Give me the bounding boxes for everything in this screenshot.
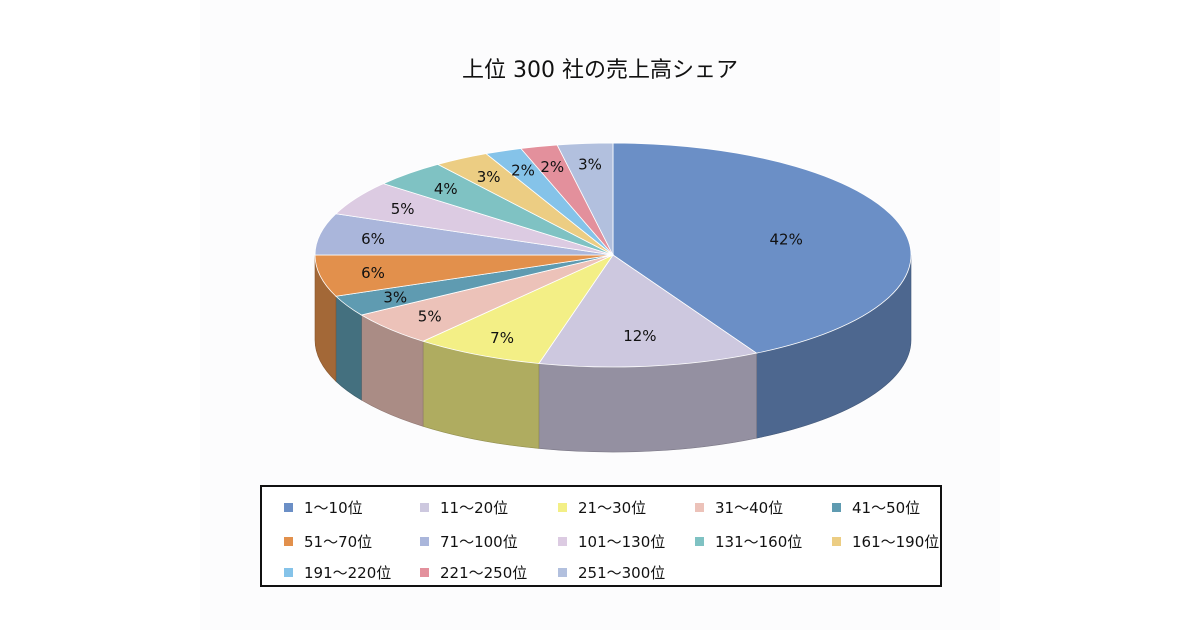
legend-label: 191〜220位 — [304, 564, 392, 582]
legend-item-3: 21〜30位 — [558, 497, 646, 518]
legend-item-4: 31〜40位 — [695, 497, 783, 518]
legend-label: 51〜70位 — [304, 533, 373, 551]
legend: 1〜10位 11〜20位 21〜30位 31〜40位 41〜50位 51〜70位 71〜10… — [260, 485, 942, 587]
data-label-11: 2% — [511, 162, 535, 180]
legend-swatch — [558, 537, 567, 546]
legend-swatch — [832, 503, 841, 512]
legend-item-8: 101〜130位 — [558, 531, 665, 552]
data-label-2: 12% — [623, 327, 656, 345]
data-label-4: 5% — [418, 308, 442, 326]
data-label-13: 3% — [578, 156, 602, 174]
legend-item-11: 191〜220位 — [284, 562, 391, 583]
legend-item-1: 1〜10位 — [284, 497, 363, 518]
data-label-3: 7% — [490, 329, 514, 347]
pie-labels: 42% 12% 7% 5% 3% 6% 6% 5% 4% 3% 2% 2% 3% — [361, 156, 803, 347]
pie-slice-3 — [421, 254, 615, 364]
data-label-5: 3% — [383, 289, 407, 307]
pie-side-2 — [538, 352, 757, 453]
legend-label: 251〜300位 — [578, 564, 666, 582]
legend-label: 101〜130位 — [578, 533, 666, 551]
legend-swatch — [558, 503, 567, 512]
legend-swatch — [832, 537, 841, 546]
data-label-10: 3% — [477, 168, 501, 186]
data-label-9: 4% — [434, 180, 458, 198]
pie-slice-13 — [556, 142, 614, 256]
legend-item-9: 131〜160位 — [695, 531, 802, 552]
legend-swatch — [284, 503, 293, 512]
data-label-1: 42% — [770, 230, 803, 248]
legend-label: 131〜160位 — [715, 533, 803, 551]
data-label-12: 2% — [540, 158, 564, 176]
chart-title: 上位 300 社の売上高シェア — [462, 58, 738, 83]
legend-swatch — [284, 537, 293, 546]
legend-item-10: 161〜190位 — [832, 531, 939, 552]
legend-swatch — [284, 568, 293, 577]
legend-label: 21〜30位 — [578, 499, 647, 517]
pie-slice-2 — [538, 254, 758, 368]
legend-swatch — [695, 537, 704, 546]
data-label-6: 6% — [361, 264, 385, 282]
legend-item-2: 11〜20位 — [420, 497, 508, 518]
legend-item-5: 41〜50位 — [832, 497, 920, 518]
legend-label: 161〜190位 — [852, 533, 940, 551]
legend-swatch — [420, 503, 429, 512]
legend-swatch — [695, 503, 704, 512]
pie-slice-1 — [612, 142, 912, 354]
legend-label: 31〜40位 — [715, 499, 784, 517]
legend-swatch — [420, 537, 429, 546]
legend-item-12: 221〜250位 — [420, 562, 527, 583]
pie-tops — [314, 142, 912, 368]
data-label-8: 5% — [391, 200, 415, 218]
legend-label: 1〜10位 — [304, 499, 363, 517]
legend-swatch — [420, 568, 429, 577]
legend-item-13: 251〜300位 — [558, 562, 665, 583]
legend-swatch — [558, 568, 567, 577]
legend-label: 221〜250位 — [440, 564, 528, 582]
data-label-7: 6% — [361, 230, 385, 248]
legend-label: 11〜20位 — [440, 499, 509, 517]
legend-label: 71〜100位 — [440, 533, 518, 551]
legend-item-6: 51〜70位 — [284, 531, 372, 552]
legend-item-7: 71〜100位 — [420, 531, 518, 552]
legend-label: 41〜50位 — [852, 499, 921, 517]
